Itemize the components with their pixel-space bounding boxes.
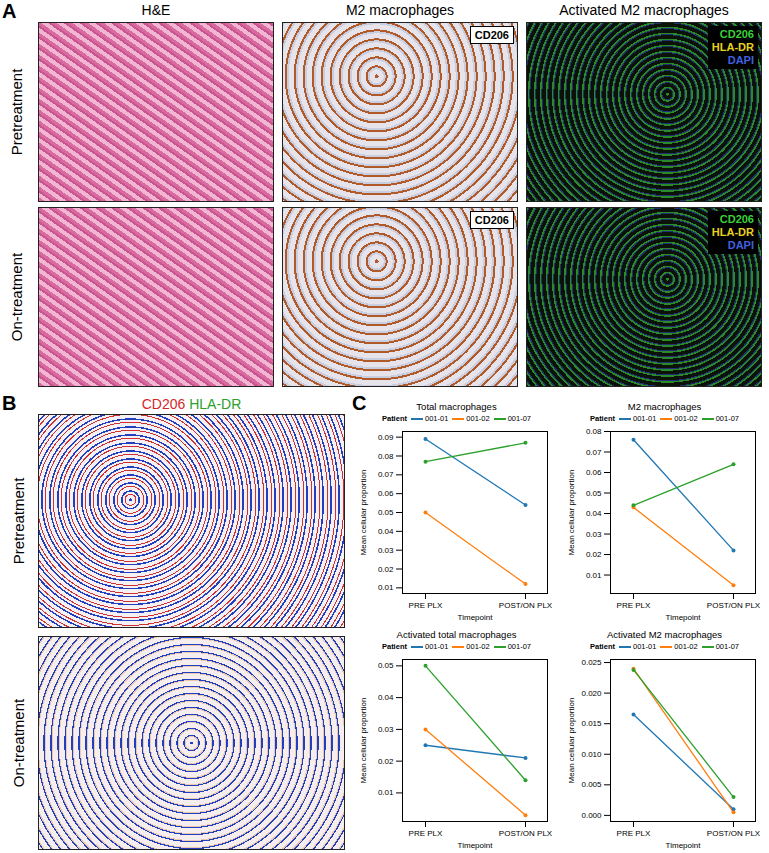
svg-text:Timepoint: Timepoint — [458, 613, 494, 622]
svg-text:POST/ON PLX: POST/ON PLX — [499, 829, 553, 838]
svg-text:PRE PLX: PRE PLX — [617, 601, 651, 610]
svg-text:0.000: 0.000 — [581, 811, 602, 820]
html-text:Total macrophages: Total macrophages — [416, 401, 497, 412]
svg-text:0.020: 0.020 — [581, 689, 602, 698]
html-text:Activated total macrophages: Activated total macrophages — [396, 629, 517, 640]
svg-text:PRE PLX: PRE PLX — [409, 829, 443, 838]
svg-text:0.03: 0.03 — [378, 546, 394, 555]
svg-text:0.02: 0.02 — [586, 550, 602, 559]
html-text:001-02: 001-02 — [674, 414, 698, 423]
svg-text:0.015: 0.015 — [581, 719, 602, 728]
html-text:M2 macrophages: M2 macrophages — [627, 401, 702, 412]
svg-text:Timepoint: Timepoint — [458, 841, 494, 850]
html-text:001-02: 001-02 — [466, 642, 490, 651]
html-text:001-01: 001-01 — [633, 414, 657, 423]
html-text:CD206: CD206 — [719, 28, 754, 40]
svg-text:0.08: 0.08 — [586, 427, 602, 436]
html-text:CD206: CD206 — [474, 29, 509, 41]
html-text:C: C — [352, 392, 367, 414]
html-text:001-01: 001-01 — [425, 642, 449, 651]
svg-text:0.025: 0.025 — [581, 658, 602, 667]
svg-text:0.03: 0.03 — [586, 530, 602, 539]
html-text:CD206: CD206 — [474, 214, 509, 226]
html-text:H&E: H&E — [141, 2, 171, 18]
svg-text:0.05: 0.05 — [378, 661, 394, 670]
html-text:CD206: CD206 — [719, 213, 754, 225]
html-text:Pretreatment: Pretreatment — [8, 68, 25, 156]
html-text:Activated M2 macrophages: Activated M2 macrophages — [559, 2, 729, 18]
svg-text:0.08: 0.08 — [378, 452, 394, 461]
svg-text:0.005: 0.005 — [581, 780, 602, 789]
svg-text:PRE PLX: PRE PLX — [409, 601, 443, 610]
html-text:001-07: 001-07 — [507, 414, 531, 423]
html-text:Activated M2 macrophages: Activated M2 macrophages — [606, 629, 723, 640]
svg-text:Timepoint: Timepoint — [666, 841, 702, 850]
svg-text:0.06: 0.06 — [586, 468, 602, 477]
svg-text:0.02: 0.02 — [378, 565, 394, 574]
html-text:Patient: Patient — [590, 414, 615, 423]
svg-text:PRE PLX: PRE PLX — [617, 829, 651, 838]
svg-text:0.01: 0.01 — [586, 571, 602, 580]
html-text:001-02: 001-02 — [674, 642, 698, 651]
html-text:Patient: Patient — [382, 642, 407, 651]
svg-text:POST/ON PLX: POST/ON PLX — [707, 829, 761, 838]
html-text:On-treatment: On-treatment — [8, 252, 25, 342]
svg-text:0.06: 0.06 — [378, 489, 394, 498]
html-text:001-07: 001-07 — [715, 642, 739, 651]
svg-text:0.010: 0.010 — [581, 750, 602, 759]
html-text:DAPI: DAPI — [727, 239, 754, 251]
svg-text:Mean cellular proportion: Mean cellular proportion — [359, 470, 368, 556]
svg-text:0.07: 0.07 — [378, 470, 394, 479]
html-text:M2 macrophages: M2 macrophages — [345, 2, 455, 18]
html-text:001-01: 001-01 — [633, 642, 657, 651]
svg-text:Mean cellular proportion: Mean cellular proportion — [567, 470, 576, 556]
svg-text:0.07: 0.07 — [586, 448, 602, 457]
html-text:001-01: 001-01 — [425, 414, 449, 423]
html-text:On-treatment: On-treatment — [10, 698, 27, 788]
html-text:Pretreatment: Pretreatment — [10, 477, 27, 565]
svg-text:0.01: 0.01 — [378, 583, 394, 592]
svg-text:Timepoint: Timepoint — [666, 613, 702, 622]
svg-text:0.04: 0.04 — [378, 527, 394, 536]
html-text:HLA-DR: HLA-DR — [711, 41, 754, 53]
svg-text:0.03: 0.03 — [378, 725, 394, 734]
svg-text:0.01: 0.01 — [378, 788, 394, 797]
svg-text:0.04: 0.04 — [586, 509, 602, 518]
html-text:HLA-DR: HLA-DR — [711, 226, 754, 238]
svg-text:Mean cellular proportion: Mean cellular proportion — [567, 698, 576, 784]
html-text:001-07: 001-07 — [715, 414, 739, 423]
html-text:Patient: Patient — [590, 642, 615, 651]
svg-text:0.09: 0.09 — [378, 433, 394, 442]
svg-text:0.05: 0.05 — [378, 508, 394, 517]
html-text:001-07: 001-07 — [507, 642, 531, 651]
svg-text:0.04: 0.04 — [378, 693, 394, 702]
svg-text:POST/ON PLX: POST/ON PLX — [499, 601, 553, 610]
svg-text:0.02: 0.02 — [378, 757, 394, 766]
svg-text:0.05: 0.05 — [586, 489, 602, 498]
html-text:B: B — [2, 392, 17, 414]
html-text:001-02: 001-02 — [466, 414, 490, 423]
html-text:Patient: Patient — [382, 414, 407, 423]
html-text:CD206 HLA-DR: CD206 HLA-DR — [141, 396, 242, 412]
svg-text:POST/ON PLX: POST/ON PLX — [707, 601, 761, 610]
html-text:A: A — [2, 0, 17, 22]
svg-text:Mean cellular proportion: Mean cellular proportion — [359, 698, 368, 784]
html-text:DAPI: DAPI — [727, 54, 754, 66]
